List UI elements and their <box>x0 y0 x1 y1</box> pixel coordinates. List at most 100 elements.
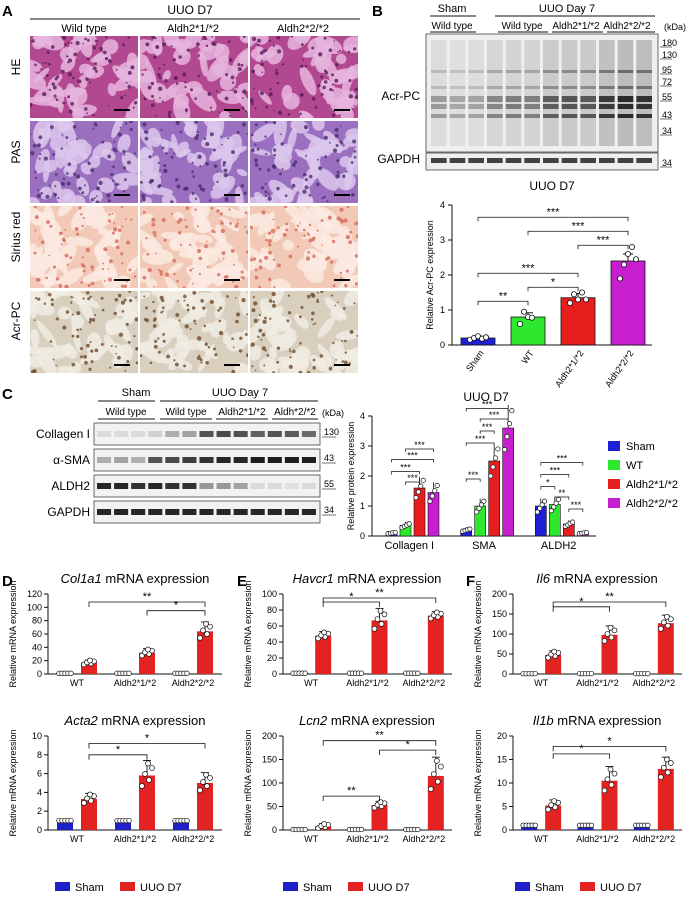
sham-point <box>68 670 74 676</box>
blot-c-row-label: GAPDH <box>47 505 90 519</box>
chart-b-bar <box>560 297 596 346</box>
chart-b-sig-label: *** <box>597 234 611 246</box>
uuo-point <box>433 609 440 616</box>
uuo-point <box>608 782 615 788</box>
mrna-category: Aldh2*1/*2 <box>346 834 389 844</box>
blot-c-strip <box>93 474 321 498</box>
kda-marker: 180 <box>662 38 677 48</box>
mrna-category: Aldh2*1/*2 <box>576 678 619 688</box>
mrna-ytick: 80 <box>32 616 42 626</box>
chart-c-sig-label: *** <box>550 466 561 476</box>
blot-c-band <box>199 431 214 437</box>
sham-bar <box>173 820 189 830</box>
blot-c-row-label: α-SMA <box>53 453 90 467</box>
mrna-sig-bracket <box>88 754 148 760</box>
chart-c-sig-label: * <box>546 478 550 488</box>
uuo-point <box>146 777 152 783</box>
chart-c-sig-bracket <box>540 462 584 466</box>
uuo-point <box>200 627 206 634</box>
panel-a: A UUO D7 Wild type Aldh2*1/*2 Aldh2*2/*2… <box>2 3 360 373</box>
blot-b-group-sham: Sham <box>438 3 467 15</box>
chart-c-title: UUO D7 <box>463 390 509 404</box>
acr-pc-lanes <box>431 40 652 146</box>
chart-c-ytick: 0 <box>360 531 365 541</box>
blot-c-band <box>165 457 180 463</box>
blot-c-row-label: ALDH2 <box>51 479 90 493</box>
mrna-category: Aldh2*2/*2 <box>172 678 215 688</box>
legend-sham-label: Sham <box>75 882 104 894</box>
blot-c-band <box>267 431 282 437</box>
chart-c-sig-label: *** <box>414 440 425 450</box>
blot-c-band <box>97 431 112 437</box>
chart-b-point <box>621 261 628 268</box>
chart-c-legend-swatch <box>608 498 620 508</box>
mrna-sig-bracket <box>322 597 437 603</box>
mrna-category: Aldh2*1/*2 <box>114 834 157 844</box>
mrna-sig-label: * <box>607 735 612 747</box>
chart-b-point <box>633 256 640 263</box>
chart-b-title: UUO D7 <box>529 179 575 193</box>
mrna-category: WT <box>70 678 84 688</box>
chart-b-ytick: 3 <box>440 235 445 245</box>
sham-point <box>415 670 421 676</box>
mrna-sig-label: ** <box>605 591 614 603</box>
gene-name: Lcn2 <box>299 713 328 728</box>
chart-b-point <box>529 314 536 321</box>
chart-c-bar <box>502 427 514 537</box>
blot-c-band <box>182 431 197 437</box>
blot-c-band <box>250 483 265 489</box>
protein-expression-chart: UUO D7 Relative protein expression 0 1 2 3 4 Co… <box>346 390 678 552</box>
blot-c-band <box>250 431 265 437</box>
mrna-chart-title: Acta2 mRNA expression <box>64 713 206 728</box>
mrna-sig-label: * <box>579 596 584 608</box>
blot-c-band <box>182 483 197 489</box>
mrna-sig-bracket <box>552 745 667 752</box>
uuo-point <box>608 634 615 641</box>
uuo-point <box>371 625 378 632</box>
blot-c-band <box>148 457 163 463</box>
uuo-point <box>139 783 145 789</box>
mrna-category: Aldh2*2/*2 <box>633 834 676 844</box>
sham-point <box>68 817 74 824</box>
uuo-point <box>87 791 93 798</box>
blot-c-band <box>301 509 316 515</box>
blot-c-sub-0: Wild type <box>165 407 207 418</box>
mrna-chart-il6: F Il6 mRNA expression Relative mRNA expres… <box>466 571 682 688</box>
blot-c-sub-2: Aldh*2/*2 <box>274 407 316 418</box>
kda-marker: 72 <box>662 77 672 87</box>
mrna-ytick: 60 <box>32 629 42 639</box>
mrna-sig-bracket <box>322 601 380 607</box>
chart-c-point <box>406 521 412 527</box>
panel-letter: E <box>237 573 247 590</box>
uuo-point <box>381 611 388 618</box>
chart-c-point <box>478 502 485 508</box>
chart-c-point <box>488 473 494 479</box>
chart-b-ytick: 0 <box>440 340 445 350</box>
chart-c-point <box>492 455 499 461</box>
uuo-point <box>551 648 558 655</box>
blot-c-band <box>97 509 112 515</box>
chart-b-sig-label: ** <box>499 290 508 302</box>
blot-c-band <box>148 509 163 515</box>
chart-c-sig-label: *** <box>468 470 479 480</box>
gene-name: Col1a1 <box>61 571 102 586</box>
blot-c-band <box>182 457 197 463</box>
mrna-category: Aldh2*2/*2 <box>403 834 446 844</box>
mrna-ytick: 100 <box>492 629 507 639</box>
sham-point <box>358 670 365 676</box>
chart-c-point <box>539 502 545 508</box>
mrna-ytick: 20 <box>497 731 507 741</box>
panel-a-col-1: Aldh2*1/*2 <box>167 23 219 35</box>
uuo-point <box>84 795 90 802</box>
chart-b-ytick: 4 <box>440 200 445 210</box>
histology-tile <box>140 206 248 288</box>
uuo-point <box>377 799 384 805</box>
blot-c-band <box>233 457 248 463</box>
mrna-sig-label: ** <box>347 785 356 797</box>
sham-point <box>645 670 651 677</box>
uuo-point <box>663 756 670 763</box>
chart-c-ylabel: Relative protein expression <box>346 422 356 531</box>
histology-tile <box>30 206 138 288</box>
blot-c-band <box>114 457 129 463</box>
chart-c-point <box>551 504 557 510</box>
